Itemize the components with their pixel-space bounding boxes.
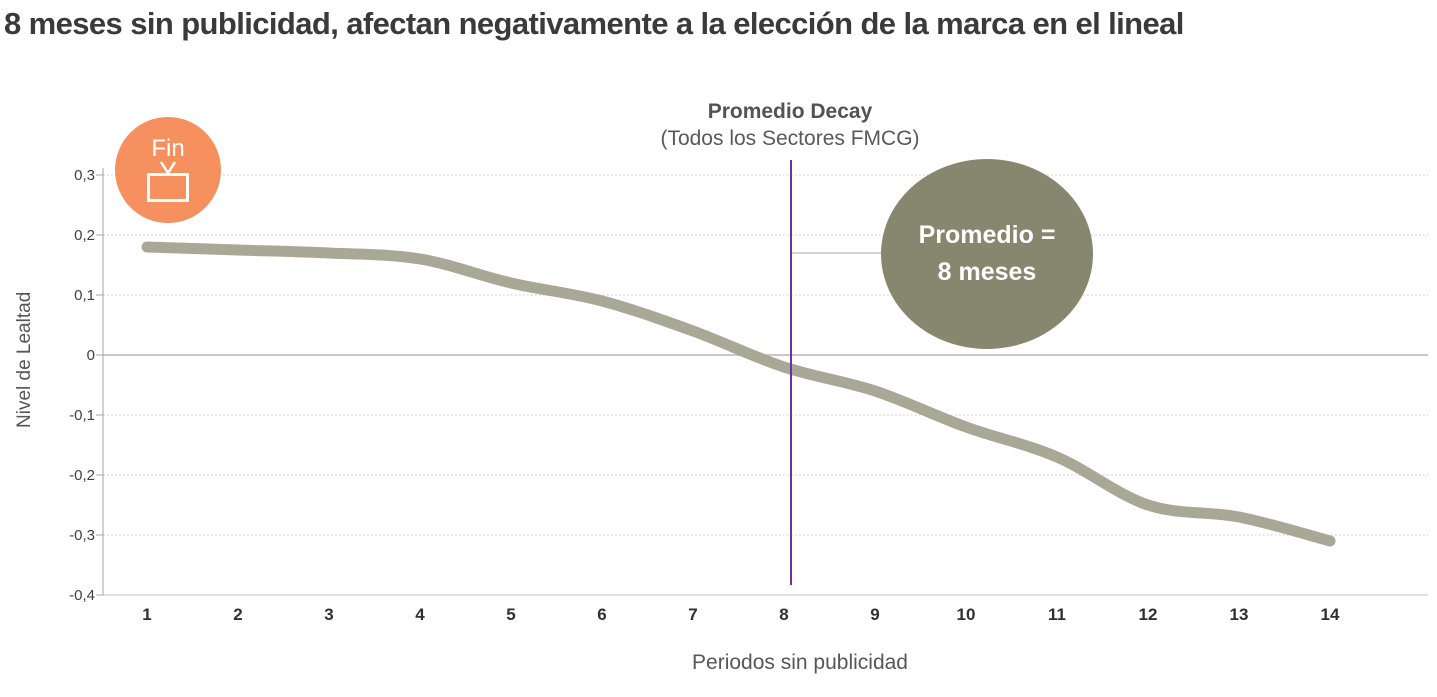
x-tick-label: 3	[324, 605, 333, 624]
promedio-bubble: Promedio = 8 meses	[881, 159, 1093, 349]
y-tick-label: 0,2	[74, 227, 95, 244]
y-tick-label: 0,3	[74, 167, 95, 184]
fin-label: Fin	[151, 135, 185, 162]
y-tick-label: -0,3	[69, 527, 95, 544]
x-tick-label: 4	[415, 605, 425, 624]
x-tick-label: 11	[1048, 605, 1066, 624]
x-tick-label: 5	[506, 605, 515, 624]
x-tick-label: 8	[779, 605, 788, 624]
slide-title: 8 meses sin publicidad, afectan negativa…	[4, 6, 1184, 41]
tv-icon	[147, 161, 189, 202]
x-tick-label: 1	[142, 605, 151, 624]
y-tick-label: -0,1	[69, 407, 95, 424]
x-tick-label: 6	[597, 605, 606, 624]
promedio-decay-subtitle: (Todos los Sectores FMCG)	[660, 127, 920, 150]
y-axis-title: Nivel de Lealtad	[14, 291, 35, 429]
promedio-decay-title: Promedio Decay	[707, 100, 873, 123]
x-axis-title: Periodos sin publicidad	[692, 651, 908, 674]
y-tick-label: 0,1	[74, 287, 95, 304]
x-tick-label: 10	[957, 605, 976, 624]
x-tick-label: 2	[233, 605, 242, 624]
promedio-bubble-line1: Promedio =	[918, 221, 1056, 249]
x-tick-label: 13	[1230, 605, 1249, 624]
loyalty-decay-curve	[141, 241, 1336, 547]
x-tick-label: 9	[870, 605, 879, 624]
fin-marker: Fin	[115, 117, 221, 223]
y-tick-label: -0,4	[69, 587, 95, 604]
y-tick-label: -0,2	[69, 467, 95, 484]
promedio-bubble-line2: 8 meses	[937, 258, 1037, 286]
x-tick-label: 14	[1321, 605, 1340, 624]
promedio-decay-annotation: Promedio Decay (Todos los Sectores FMCG)	[540, 100, 1040, 151]
x-tick-label: 12	[1139, 605, 1158, 624]
y-tick-label: 0	[87, 347, 95, 364]
x-tick-label: 7	[688, 605, 697, 624]
